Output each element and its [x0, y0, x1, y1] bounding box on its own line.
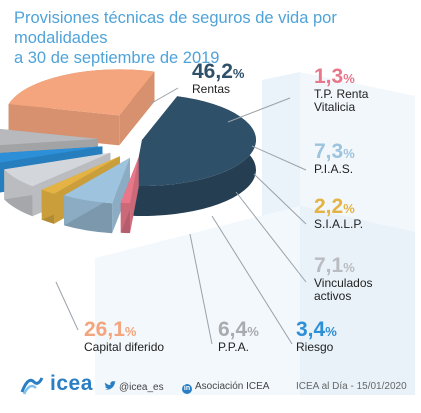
value-label-s-i-a-l-p: 2,2% [314, 195, 355, 218]
icea-logo: icea [14, 372, 134, 402]
value-number: 2,2 [314, 195, 343, 218]
logo-text: icea [50, 372, 93, 395]
leader-line-capital-diferido [55, 281, 79, 331]
linkedin-link[interactable]: in Asociación ICEA [182, 381, 269, 394]
value-number: 7,3 [314, 140, 343, 163]
twitter-link[interactable]: @icea_es [104, 381, 164, 393]
category-label-vinculados-activos-1: Vinculados [314, 276, 373, 290]
value-unit: % [233, 66, 245, 81]
value-unit: % [343, 260, 355, 275]
leader-lines [55, 87, 307, 345]
leader-line-vinculados-activos [235, 191, 307, 283]
value-unit: % [343, 71, 355, 86]
leader-line-s-i-a-l-p [253, 173, 307, 225]
chart-title-line-1: Provisiones técnicas de seguros de vida … [14, 9, 337, 47]
leader-line-rentas [149, 87, 179, 105]
slice-top [0, 128, 99, 146]
value-label-vinculados-activos: 7,1% [314, 254, 355, 277]
twitter-handle: @icea_es [119, 382, 164, 393]
leader-line-riesgo [211, 215, 293, 345]
slice-top [133, 96, 256, 186]
slice-rentas [133, 96, 256, 216]
linkedin-name: Asociación ICEA [195, 381, 270, 392]
chart-title: Provisiones técnicas de seguros de vida … [14, 8, 409, 68]
value-label-rentas: 46,2% [192, 60, 245, 83]
value-label-riesgo: 3,4% [296, 318, 337, 341]
value-number: 26,1 [84, 318, 125, 341]
value-unit: % [343, 201, 355, 216]
leader-line-p-i-a-s [251, 145, 307, 171]
slice-top [41, 156, 120, 194]
footer: icea @icea_es in Asociación ICEA ICEA al … [0, 372, 421, 402]
slice-t-p-renta-vitalicia [120, 157, 139, 234]
icea-logo-icon [20, 377, 44, 395]
value-number: 46,2 [192, 60, 233, 83]
slice-p-i-a-s [64, 157, 130, 234]
value-label-t-p-renta-vitalicia: 1,3% [314, 65, 355, 88]
category-label-p-i-a-s: P.I.A.S. [314, 162, 353, 176]
category-label-t-p-renta-vitalicia-2: Vitalicia [314, 100, 355, 114]
slice-top [0, 146, 103, 163]
category-label-capital-diferido: Capital diferido [84, 340, 164, 354]
value-number: 7,1 [314, 254, 344, 277]
category-label-t-p-renta-vitalicia-1: T.P. Renta [314, 87, 369, 101]
background-decoration [95, 72, 415, 395]
slice-top [8, 69, 155, 116]
linkedin-icon: in [182, 384, 192, 394]
value-label-capital-diferido: 26,1% [84, 318, 137, 341]
value-unit: % [125, 324, 137, 339]
value-number: 6,4 [218, 318, 248, 341]
slice-top [4, 152, 111, 187]
value-number: 3,4 [296, 318, 326, 341]
category-label-vinculados-activos-2: activos [314, 289, 351, 303]
value-label-p-i-a-s: 7,3% [314, 140, 355, 163]
value-unit: % [343, 146, 355, 161]
slice-top [64, 157, 130, 204]
value-label-p-p-a: 6,4% [218, 318, 259, 341]
twitter-icon [104, 381, 116, 390]
slice-face [4, 152, 111, 200]
chart-title-line-2: a 30 de septiembre de 2019 [14, 49, 220, 67]
leader-line-p-p-a [189, 233, 213, 345]
category-label-s-i-a-l-p: S.I.A.L.P. [314, 217, 363, 231]
pie-slices [0, 69, 256, 234]
source-note: ICEA al Día - 15/01/2020 [296, 381, 407, 392]
slice-top [120, 157, 139, 204]
category-label-riesgo: Riesgo [296, 340, 334, 354]
leader-line-t-p-renta-vitalicia [227, 97, 291, 123]
slice-face [119, 71, 155, 146]
category-label-p-p-a: P.P.A. [218, 340, 249, 354]
value-unit: % [247, 324, 259, 339]
value-unit: % [325, 324, 337, 339]
category-label-rentas: Rentas [192, 82, 230, 96]
value-number: 1,3 [314, 65, 343, 88]
